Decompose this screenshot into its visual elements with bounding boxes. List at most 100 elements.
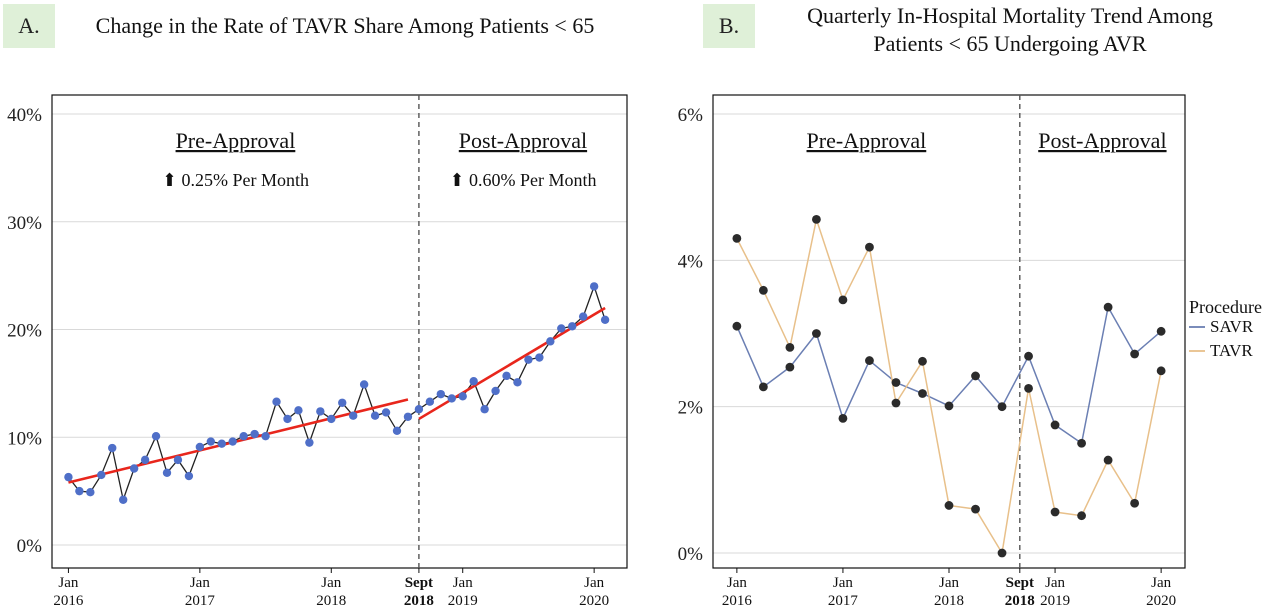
y-tick-label: 4% (678, 251, 704, 272)
tavr-share-point (327, 414, 336, 424)
tavr-share-point (217, 439, 226, 448)
x-tick-label-year: 2019 (448, 593, 478, 609)
y-tick-label: 0% (17, 536, 43, 557)
tavr-share-point (64, 472, 73, 482)
y-tick-label: 40% (7, 105, 42, 126)
pre-approval-label: Pre-Approval (807, 128, 927, 153)
post-approval-label: Post-Approval (459, 128, 587, 153)
x-tick-label-year: 2018 (1005, 593, 1035, 609)
tavr-share-point (458, 392, 467, 401)
tavr-share-point (239, 431, 248, 441)
panel-b-title-line-2: Patients < 65 Undergoing AVR (873, 31, 1147, 56)
chart-b: 0% 2% 4% 6% Jan 2016 Jan 2017 Jan 2018 Sept 2018 Jan… (678, 94, 1262, 609)
tavr-point (785, 343, 795, 352)
tavr-share-point (86, 488, 95, 497)
post-approval-trend-line (418, 306, 606, 421)
x-tick-label-month: Jan (1045, 575, 1065, 591)
y-tick-label: 10% (7, 428, 42, 449)
x-tick-label-year: 2020 (579, 593, 609, 609)
tavr-share-point (513, 378, 522, 387)
tavr-share-point (425, 397, 435, 406)
savr-point (891, 378, 901, 387)
tavr-share-point (568, 322, 577, 331)
chart-a: 0% 10% 20% 30% 40% Jan 2016 Jan 2017 Jan 2018 Sept 2… (7, 94, 628, 609)
y-tick-label: 6% (678, 105, 704, 126)
savr-point (1024, 351, 1033, 361)
x-tick-label-month: Jan (939, 575, 959, 591)
tavr-point (1077, 511, 1086, 521)
x-tick-label-month: Jan (453, 575, 473, 591)
tavr-share-point (250, 429, 259, 439)
savr-point (812, 329, 821, 338)
tavr-share-point (129, 464, 139, 473)
post-approval-label: Post-Approval (1038, 128, 1166, 153)
savr-point (865, 356, 874, 365)
tavr-share-point (206, 437, 216, 446)
plot-frame (51, 94, 628, 569)
savr-point (758, 382, 768, 392)
x-tick-label-month: Jan (58, 575, 78, 591)
tavr-share-point (261, 431, 270, 441)
tavr-share-point (502, 371, 511, 381)
tavr-point (944, 501, 954, 510)
tavr-share-point (600, 315, 610, 325)
tavr-point (838, 295, 848, 305)
pre-approval-trend-line (68, 398, 409, 484)
tavr-share-point (557, 324, 566, 333)
tavr-point (1024, 383, 1033, 393)
legend-label-tavr: TAVR (1210, 341, 1253, 360)
x-tick-label-month: Sept (405, 575, 433, 591)
panel-a-title-line: Change in the Rate of TAVR Share Among P… (95, 13, 595, 38)
savr-point (997, 402, 1007, 412)
savr-point (918, 389, 927, 398)
savr-point (944, 401, 954, 411)
x-tick-label-month: Jan (833, 575, 853, 591)
savr-point (785, 362, 795, 372)
y-tick-label: 0% (678, 544, 704, 565)
tavr-share-point (195, 442, 205, 452)
tavr-share-point (316, 407, 325, 416)
tavr-share-point (359, 380, 369, 389)
tavr-share-point (228, 437, 237, 446)
tavr-point (1050, 507, 1060, 517)
savr-point (1103, 302, 1113, 312)
savr-point (1130, 349, 1140, 359)
x-tick-label-month: Jan (584, 575, 604, 591)
savr-point (838, 413, 848, 423)
tavr-share-point (370, 411, 380, 420)
tavr-share-point (546, 337, 555, 346)
tavr-point (812, 214, 821, 224)
tavr-share-point (480, 405, 489, 414)
tavr-point (732, 233, 742, 243)
savr-point (1077, 438, 1086, 448)
tavr-share-point (414, 405, 424, 414)
panel-a-title: Change in the Rate of TAVR Share Among P… (60, 12, 630, 40)
tavr-point (1130, 498, 1140, 508)
tavr-share-point (75, 486, 84, 496)
savr-line (736, 305, 1162, 445)
tavr-share-point (578, 312, 588, 321)
x-tick-label-month: Jan (321, 575, 341, 591)
tavr-point (865, 242, 874, 252)
tavr-share-point (589, 282, 599, 291)
x-tick-label-month: Jan (727, 575, 747, 591)
plot-frame (712, 94, 1186, 569)
tavr-share-point (162, 468, 172, 478)
y-tick-label: 20% (7, 321, 42, 342)
pre-approval-label: Pre-Approval (176, 128, 296, 153)
tavr-share-point (173, 455, 183, 465)
tavr-point (1103, 455, 1113, 465)
tavr-share-point (447, 394, 456, 403)
x-tick-label-year: 2018 (934, 593, 964, 609)
x-tick-label-month: Sept (1006, 575, 1034, 591)
x-tick-label-year: 2017 (185, 593, 216, 609)
x-tick-label-year: 2016 (722, 593, 753, 609)
tavr-share-point (348, 411, 358, 420)
tavr-share-point (294, 406, 303, 415)
y-tick-label: 2% (678, 398, 704, 419)
tavr-point (997, 548, 1007, 558)
x-tick-label-year: 2016 (53, 593, 84, 609)
tavr-share-point (469, 377, 478, 386)
x-tick-label-year: 2018 (404, 593, 434, 609)
